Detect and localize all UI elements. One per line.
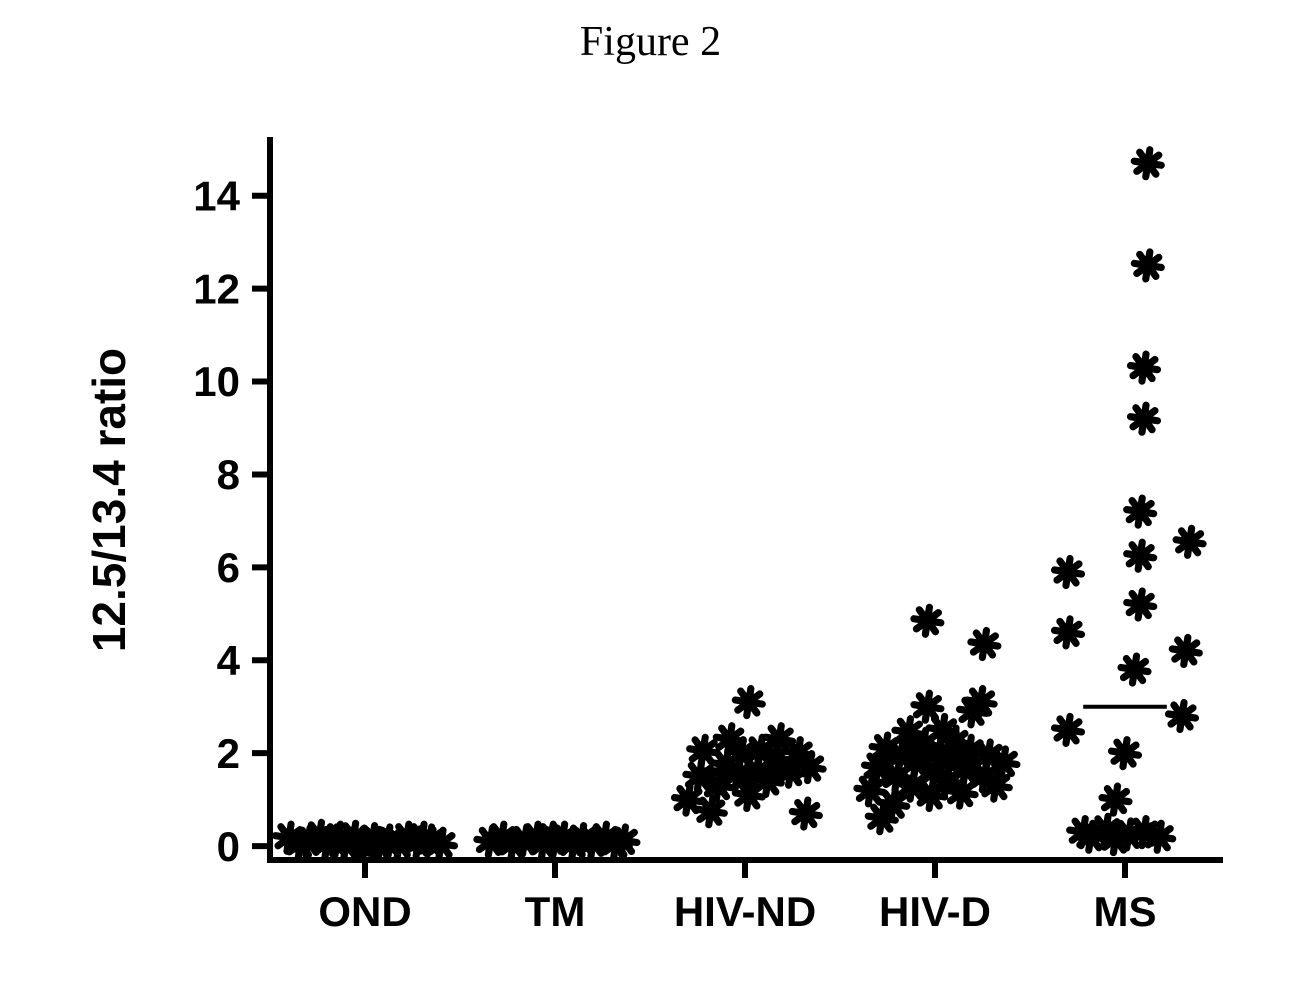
y-axis-label: 12.5/13.4 ratio <box>83 348 135 652</box>
data-point <box>1127 542 1154 569</box>
data-point <box>1121 656 1148 683</box>
figure-title: Figure 2 <box>0 18 1301 66</box>
scatter-plot: 0 2 4 6 8 10 12 14 OND TM HIV-ND HIV-D MS 12.5/13.4 r… <box>60 120 1240 950</box>
category-label: HIV-ND <box>674 888 816 935</box>
data-point <box>538 824 565 851</box>
data-point <box>990 749 1017 776</box>
figure-container: Figure 2 0 2 4 6 8 10 12 14 OND TM HIV-ND HIV-D MS 12… <box>0 0 1301 991</box>
ytick-label: 10 <box>193 358 240 405</box>
data-point <box>1176 528 1203 555</box>
data-point <box>1055 559 1082 586</box>
data-point <box>1127 498 1154 525</box>
chart-svg: 0 2 4 6 8 10 12 14 OND TM HIV-ND HIV-D MS 12.5/13.4 r… <box>60 120 1240 950</box>
data-point <box>796 754 823 781</box>
data-point <box>1134 252 1161 279</box>
category-label: HIV-D <box>879 888 991 935</box>
data-point <box>1131 405 1158 432</box>
ytick-label: 2 <box>217 730 240 777</box>
data-point <box>868 805 895 832</box>
data-point <box>610 827 637 854</box>
ytick-label: 0 <box>217 823 240 870</box>
data-point <box>1131 354 1158 381</box>
data-point <box>914 607 941 634</box>
ytick-label: 8 <box>217 451 240 498</box>
category-label: OND <box>318 888 411 935</box>
data-point <box>914 693 941 720</box>
data-point <box>1102 786 1129 813</box>
data-point <box>1134 150 1161 177</box>
data-point <box>697 798 724 825</box>
series-HIV-D <box>857 607 1017 831</box>
data-point <box>1146 823 1173 850</box>
data-point <box>1055 716 1082 743</box>
data-point <box>325 824 352 851</box>
data-point <box>735 689 762 716</box>
ytick-label: 6 <box>217 544 240 591</box>
ytick-label: 14 <box>193 172 240 219</box>
data-point <box>409 824 436 851</box>
data-point <box>1169 703 1196 730</box>
ytick-label: 12 <box>193 265 240 312</box>
data-point <box>982 772 1009 799</box>
data-point <box>971 631 998 658</box>
data-point <box>1172 637 1199 664</box>
category-label: MS <box>1094 888 1157 935</box>
category-label: TM <box>525 888 586 935</box>
data-point <box>1127 591 1154 618</box>
series-HIV-ND <box>675 689 824 827</box>
series-MS <box>1055 150 1204 853</box>
data-point <box>967 689 994 716</box>
data-point <box>1055 619 1082 646</box>
data-point <box>792 800 819 827</box>
data-point <box>1112 740 1139 767</box>
ytick-label: 4 <box>217 637 241 684</box>
data-point <box>352 830 379 857</box>
